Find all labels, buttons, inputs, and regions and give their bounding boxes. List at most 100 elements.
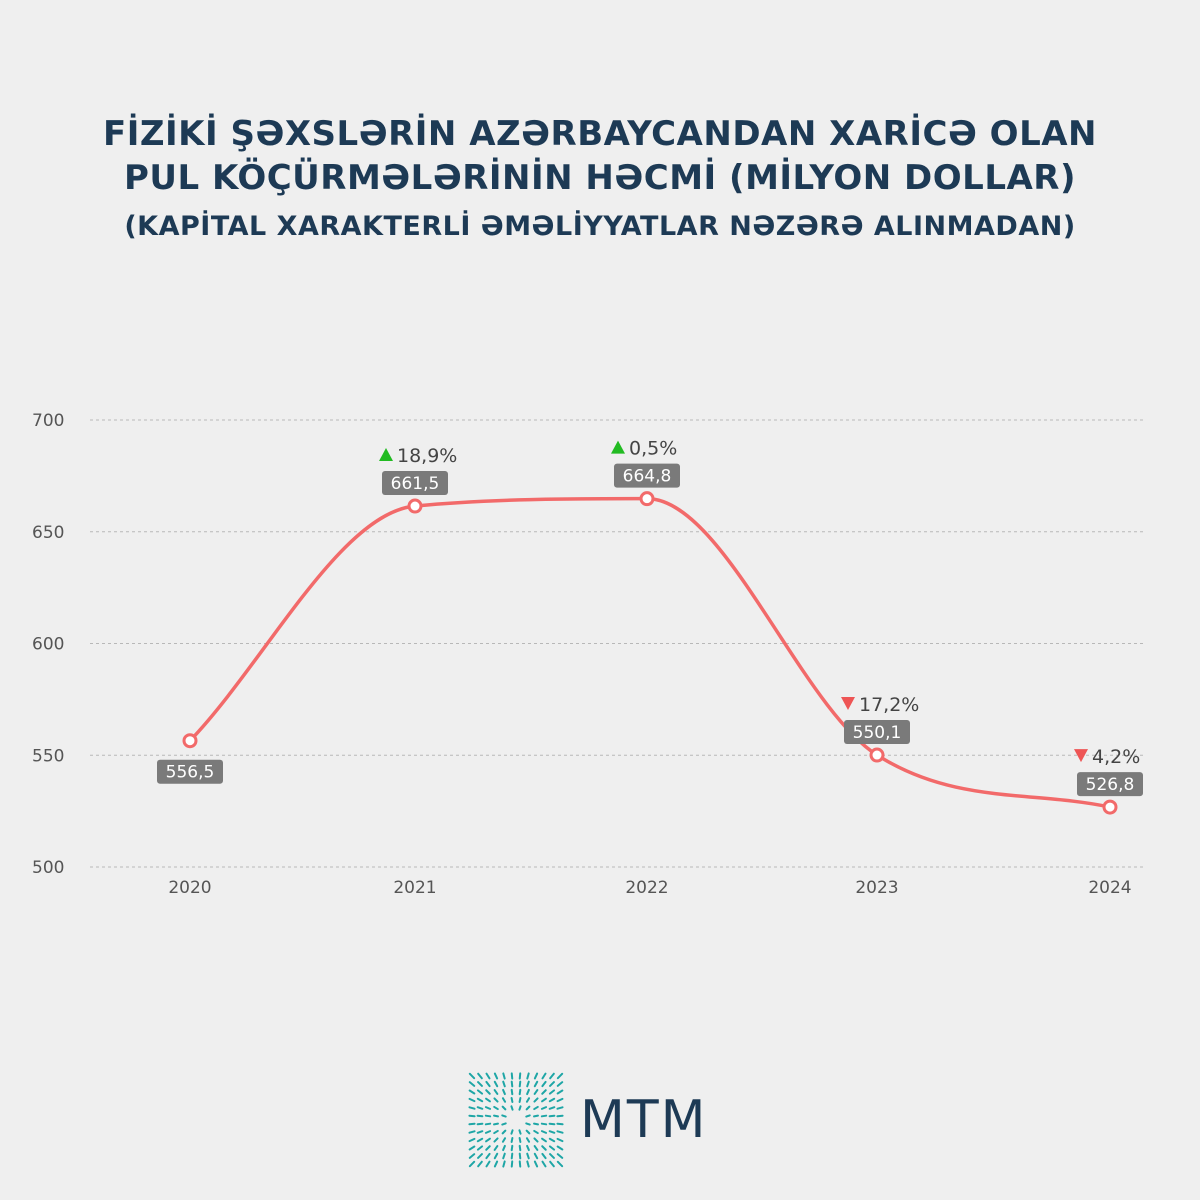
logo-ray [510,1144,514,1152]
logo-ray [468,1089,476,1095]
logo-ray [533,1114,539,1118]
logo-ray [510,1137,514,1143]
logo-burst-icon [468,1072,564,1168]
chart-subtitle: (KAPİTAL XARAKTERLİ ƏMƏLİYYATLAR NƏZƏRƏ … [124,211,1076,242]
logo-ray [502,1088,506,1096]
logo-ray [549,1153,555,1159]
logo-ray [549,1081,555,1087]
y-tick-label: 650 [32,523,64,543]
logo-ray [541,1137,547,1143]
logo-ray [485,1160,491,1168]
value-label: 664,8 [623,467,672,487]
logo-ray [468,1097,476,1103]
logo-ray [510,1105,514,1111]
logo-ray [533,1145,539,1151]
logo-ray [468,1072,476,1080]
logo-ray [540,1130,548,1134]
y-tick-label: 500 [32,858,64,878]
change-label: 18,9% [397,445,457,467]
logo-ray [476,1114,484,1118]
value-label-bg [1077,772,1143,797]
logo-ray [510,1080,514,1088]
logo-ray [548,1137,556,1143]
logo-ray [533,1089,539,1095]
logo-ray [501,1114,507,1118]
logo-ray [502,1080,506,1088]
value-label: 526,8 [1086,775,1135,795]
data-point [407,498,423,514]
logo-ray [477,1153,483,1159]
x-tick-label: 2023 [855,878,898,898]
logo-ray [518,1129,522,1135]
y-tick-label: 550 [32,746,64,766]
logo-ray [518,1137,522,1143]
logo-ray [541,1152,547,1160]
logo-ray [476,1137,484,1143]
logo-ray [476,1089,484,1095]
logo-ray [468,1081,476,1087]
logo-ray [518,1152,522,1160]
logo-ray [556,1160,564,1168]
logo-ray [525,1129,531,1135]
logo-ray [525,1114,531,1118]
logo-ray [502,1152,506,1160]
logo-ray [533,1072,539,1080]
value-label-bg [157,759,223,784]
x-tick-label: 2021 [393,878,436,898]
logo-ray [493,1089,499,1095]
logo-ray [502,1160,506,1168]
logo-ray [540,1106,548,1110]
logo-ray [468,1153,476,1159]
x-tick-label: 2024 [1088,878,1131,898]
value-label: 661,5 [391,474,440,494]
logo-ray [485,1080,491,1088]
logo-ray [556,1097,564,1103]
triangle-down-icon [1074,749,1088,763]
logo-ray [549,1160,555,1168]
logo-ray [510,1152,514,1160]
triangle-down-icon [841,697,855,711]
logo-ray [493,1122,499,1126]
logo-ray [548,1130,556,1134]
logo-ray [556,1072,564,1080]
logo-ray [484,1130,492,1134]
logo-ray [540,1122,548,1126]
logo-ray [548,1114,556,1118]
logo-ray [502,1144,506,1152]
triangle-up-icon [379,448,393,462]
logo-ray [533,1137,539,1143]
logo-ray [510,1097,514,1103]
change-label: 0,5% [629,438,677,460]
logo-ray [476,1122,484,1126]
logo-ray [540,1114,548,1118]
value-label: 556,5 [166,763,215,783]
logo-ray [477,1072,483,1080]
logo-ray [518,1088,522,1096]
chart-title: FİZİKİ ŞƏXSLƏRİN AZƏRBAYCANDAN XARİCƏ OL… [102,114,1098,198]
logo-ray [533,1105,539,1111]
value-label: 550,1 [853,723,902,743]
logo-ray [485,1137,491,1143]
logo-ray [541,1097,547,1103]
logo-ray [484,1122,492,1126]
triangle-up-icon [611,440,625,454]
y-tick-label: 700 [32,411,64,431]
logo-ray [510,1088,514,1096]
series-line [188,496,1111,809]
title-block: FİZİKİ ŞƏXSLƏRİN AZƏRBAYCANDAN XARİCƏ OL… [0,112,1200,244]
logo-ray [477,1081,483,1087]
logo-ray [556,1130,564,1134]
logo-ray [501,1105,507,1111]
logo-ray [526,1072,530,1080]
logo-ray [526,1160,530,1168]
logo-ray [549,1072,555,1080]
logo-ray [525,1122,531,1126]
logo-ray [468,1106,476,1110]
logo-ray [541,1072,547,1080]
logo-ray [556,1153,564,1159]
logo-ray [541,1089,547,1095]
logo-ray [485,1097,491,1103]
logo-ray [493,1080,499,1088]
logo-ray [533,1097,539,1103]
